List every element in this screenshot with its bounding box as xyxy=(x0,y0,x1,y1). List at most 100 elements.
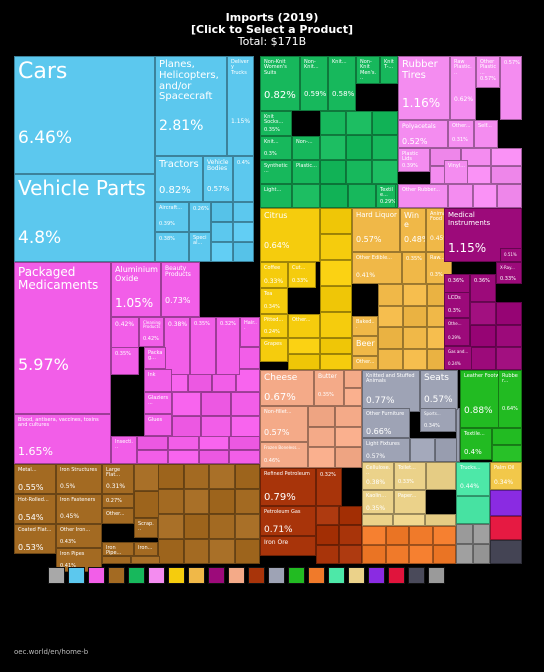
treemap-tile-coated-flat[interactable]: Coated Flat... 0.53% xyxy=(14,524,56,554)
treemap-minor-tile[interactable] xyxy=(158,539,184,564)
treemap-minor-tile[interactable] xyxy=(378,305,403,327)
treemap-minor-tile[interactable] xyxy=(344,388,362,406)
treemap-minor-tile[interactable] xyxy=(209,514,235,539)
treemap-minor-tile[interactable] xyxy=(372,135,398,160)
legend-swatch[interactable] xyxy=(108,567,125,584)
treemap-minor-tile[interactable] xyxy=(131,556,160,564)
treemap-tile-blood[interactable]: Blood, antisera, vaccines, toxins and cu… xyxy=(14,414,111,464)
treemap-minor-tile[interactable] xyxy=(230,392,260,416)
treemap-minor-tile[interactable] xyxy=(198,436,230,450)
treemap-minor-tile[interactable] xyxy=(167,450,199,464)
treemap-minor-tile[interactable] xyxy=(183,514,209,539)
treemap-minor-tile[interactable] xyxy=(456,496,490,524)
treemap-tile-ink[interactable]: Ink xyxy=(144,369,172,392)
treemap-tile-frozen-boneless[interactable]: Frozen Boneless... 0.46% xyxy=(260,442,308,468)
treemap-minor-tile[interactable] xyxy=(472,184,498,208)
treemap-tile-other-rubber[interactable]: Other Rubber... xyxy=(398,184,448,208)
treemap-tile-polyacetals[interactable]: Polyacetals 0.52% xyxy=(398,120,448,148)
treemap-minor-tile[interactable] xyxy=(211,242,233,262)
treemap-minor-tile[interactable] xyxy=(134,464,160,491)
treemap-tile-vinyl[interactable]: Vinyl... xyxy=(444,160,468,184)
legend-swatch[interactable] xyxy=(288,567,305,584)
treemap-tile-pitted[interactable]: Pitted... 0.24% xyxy=(260,314,288,338)
treemap-minor-tile[interactable] xyxy=(234,489,260,514)
treemap-minor-tile[interactable] xyxy=(320,286,352,312)
treemap-tile-knitted-stuffed[interactable]: Knitted and Stuffed Animals 0.77% xyxy=(362,370,420,412)
treemap-tile-beauty-products[interactable]: Beauty Products 0.73% xyxy=(161,262,200,317)
treemap-tile-gas-and[interactable]: Gas and... 0.24% xyxy=(444,346,472,370)
treemap-minor-tile[interactable] xyxy=(320,312,352,338)
treemap-tile-metal[interactable]: Metal... 0.55% xyxy=(14,464,56,494)
treemap-minor-tile[interactable] xyxy=(320,354,352,370)
treemap-minor-tile[interactable] xyxy=(320,159,346,184)
treemap-tile-other-metal[interactable]: Other... xyxy=(102,508,134,524)
treemap-tile-knit-socks[interactable]: Knit Socks... 0.35% xyxy=(260,111,292,136)
treemap-minor-tile[interactable] xyxy=(320,135,346,160)
treemap-minor-tile[interactable] xyxy=(316,506,339,526)
treemap-tile-other-food[interactable]: Other... xyxy=(352,356,378,370)
treemap-minor-tile[interactable] xyxy=(320,208,352,234)
treemap-tile-aluminium-oxide[interactable]: Aluminium Oxide 1.05% xyxy=(111,262,161,317)
legend-swatch[interactable] xyxy=(168,567,185,584)
treemap-tile-toilet[interactable]: Toilet... 0.33% xyxy=(394,462,426,490)
treemap-tile-cleaning-products[interactable]: Cleaning Products 0.42% xyxy=(139,317,164,347)
treemap-tile-coffee[interactable]: Coffee 0.33% xyxy=(260,262,288,288)
treemap-minor-tile[interactable] xyxy=(335,447,362,468)
legend-swatch[interactable] xyxy=(348,567,365,584)
treemap-minor-tile[interactable] xyxy=(134,491,160,518)
treemap-minor-tile[interactable] xyxy=(496,302,522,325)
treemap-minor-tile[interactable] xyxy=(456,408,460,462)
treemap-tile-self[interactable]: Self... xyxy=(474,120,498,148)
treemap-minor-tile[interactable] xyxy=(435,438,460,462)
treemap-minor-tile[interactable] xyxy=(402,348,428,370)
treemap-tile-seats[interactable]: Seats 0.57% xyxy=(420,370,458,410)
legend-swatch[interactable] xyxy=(388,567,405,584)
treemap-minor-tile[interactable] xyxy=(232,242,254,262)
treemap-tile-sports[interactable]: Sports... 0.34% xyxy=(420,408,456,432)
treemap-minor-tile[interactable] xyxy=(424,514,456,526)
treemap-minor-tile[interactable] xyxy=(456,544,473,564)
treemap-tile-textile-footwear[interactable]: Textile... 0.4% xyxy=(460,428,492,460)
treemap-minor-tile[interactable] xyxy=(232,202,254,222)
treemap-tile-iron-structures[interactable]: Iron Structures 0.5% xyxy=(56,464,102,494)
treemap-minor-tile[interactable] xyxy=(490,490,522,516)
treemap-tile-plastic[interactable]: Plastic... xyxy=(292,160,320,184)
treemap-minor-tile[interactable] xyxy=(378,327,403,349)
treemap-tile-chem-small-4[interactable]: 0.32% xyxy=(216,317,240,375)
treemap-tile-chem-small-5[interactable]: 0.35% xyxy=(111,347,139,375)
treemap-minor-tile[interactable] xyxy=(385,545,409,564)
treemap-tile-wine[interactable]: Wine 0.48% xyxy=(400,208,426,252)
treemap-tile-other-veg[interactable]: Other... xyxy=(288,314,320,338)
treemap-tile-iron-ore[interactable]: Iron Ore xyxy=(260,536,316,556)
treemap-minor-tile[interactable] xyxy=(496,324,522,348)
treemap-tile-energy-small[interactable]: 0.32% xyxy=(316,468,342,506)
treemap-tile-non-5[interactable]: Non-... xyxy=(292,136,320,160)
treemap-minor-tile[interactable] xyxy=(339,544,362,564)
treemap-tile-light[interactable]: Light... xyxy=(260,184,292,208)
treemap-tile-vehicle-parts[interactable]: Vehicle Parts 4.8% xyxy=(14,174,155,262)
treemap-minor-tile[interactable] xyxy=(232,222,254,242)
treemap-minor-tile[interactable] xyxy=(167,436,199,450)
treemap-tile-medical-instruments[interactable]: Medical Instruments 1.15% xyxy=(444,208,522,262)
treemap-minor-tile[interactable] xyxy=(490,516,522,540)
treemap-minor-tile[interactable] xyxy=(362,545,386,564)
footer-url[interactable]: oec.world/en/home-b xyxy=(14,648,89,656)
treemap-minor-tile[interactable] xyxy=(491,148,522,166)
treemap-tile-lcds[interactable]: LCDs 0.3% xyxy=(444,292,470,318)
treemap-minor-tile[interactable] xyxy=(172,392,202,416)
treemap-tile-chem-small-3[interactable]: 0.35% xyxy=(190,317,216,375)
treemap-tile-non-knit-womens-suits[interactable]: Non-Knit Women's Suits 0.82% xyxy=(260,56,300,111)
treemap-minor-tile[interactable] xyxy=(426,462,456,490)
legend-swatch[interactable] xyxy=(148,567,165,584)
treemap-minor-tile[interactable] xyxy=(288,354,320,370)
treemap-tile-rubber-footwear[interactable]: Rubber... 0.64% xyxy=(498,370,522,428)
treemap-tile-paper[interactable]: Paper... xyxy=(394,490,426,514)
treemap-tile-raw-plastic[interactable]: Raw Plastic... 0.62% xyxy=(450,56,476,120)
treemap-tile-knit-t[interactable]: Knit T-... xyxy=(380,56,398,84)
treemap-tile-palm-oil[interactable]: Palm Oil 0.34% xyxy=(490,462,522,490)
treemap-minor-tile[interactable] xyxy=(308,406,335,427)
treemap-tile-scrap[interactable]: Scrap... xyxy=(134,518,158,538)
treemap-minor-tile[interactable] xyxy=(372,111,398,136)
treemap-tile-other-instr[interactable]: Othe... 0.29% xyxy=(444,318,470,346)
treemap-minor-tile[interactable] xyxy=(183,539,209,564)
